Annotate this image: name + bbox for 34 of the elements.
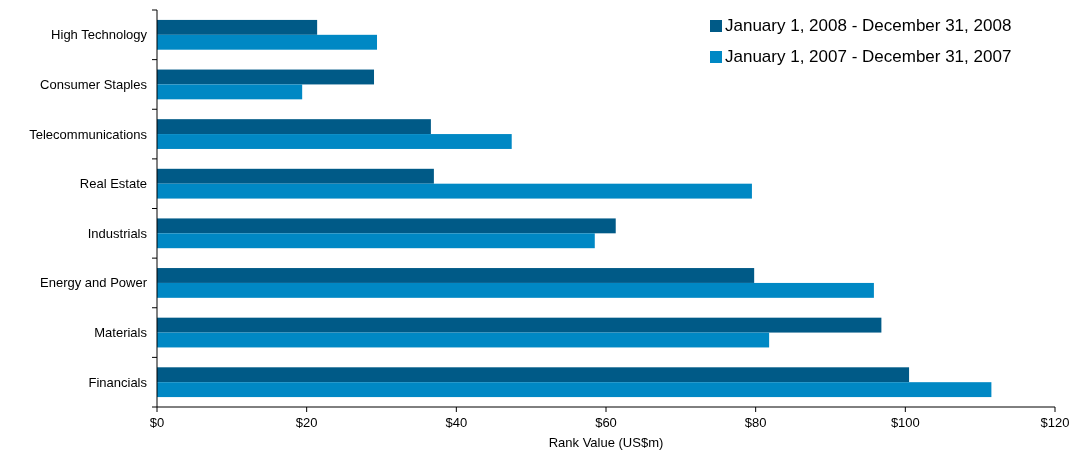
- bar: [157, 268, 755, 283]
- bar: [157, 233, 595, 249]
- x-tick-label: $100: [890, 415, 920, 430]
- x-tick-label: $80: [744, 415, 767, 430]
- bar: [157, 84, 303, 100]
- x-axis-title: Rank Value (US$m): [548, 435, 664, 450]
- bar: [157, 382, 992, 398]
- y-tick-label: Financials: [88, 374, 148, 390]
- bar: [157, 119, 431, 135]
- x-tick-label: $120: [1040, 415, 1070, 430]
- y-tick-label: Telecommunications: [29, 126, 148, 142]
- x-tick-label: $60: [595, 415, 617, 430]
- y-tick-label: Real Estate: [79, 176, 147, 192]
- legend-label: January 1, 2008 - December 31, 2008: [725, 16, 1012, 35]
- y-tick-label: High Technology: [51, 27, 148, 43]
- bar: [157, 19, 318, 35]
- bar: [157, 282, 874, 298]
- x-tick-label: $0: [149, 415, 165, 430]
- bar: [157, 69, 375, 85]
- bar: [157, 34, 378, 50]
- y-tick-label: Materials: [94, 325, 148, 341]
- bar: [157, 168, 434, 184]
- x-tick-label: $20: [295, 415, 318, 430]
- bar: [157, 218, 616, 234]
- y-tick-label: Consumer Staples: [40, 76, 148, 92]
- legend-label: January 1, 2007 - December 31, 2007: [725, 47, 1012, 66]
- bar: [157, 317, 882, 333]
- bar: [157, 367, 910, 383]
- y-tick-label: Industrials: [87, 225, 148, 241]
- y-tick-label: Energy and Power: [40, 275, 148, 291]
- x-tick-label: $40: [445, 415, 468, 430]
- bar: [157, 183, 752, 199]
- bar: [157, 332, 770, 348]
- bar: [157, 134, 512, 149]
